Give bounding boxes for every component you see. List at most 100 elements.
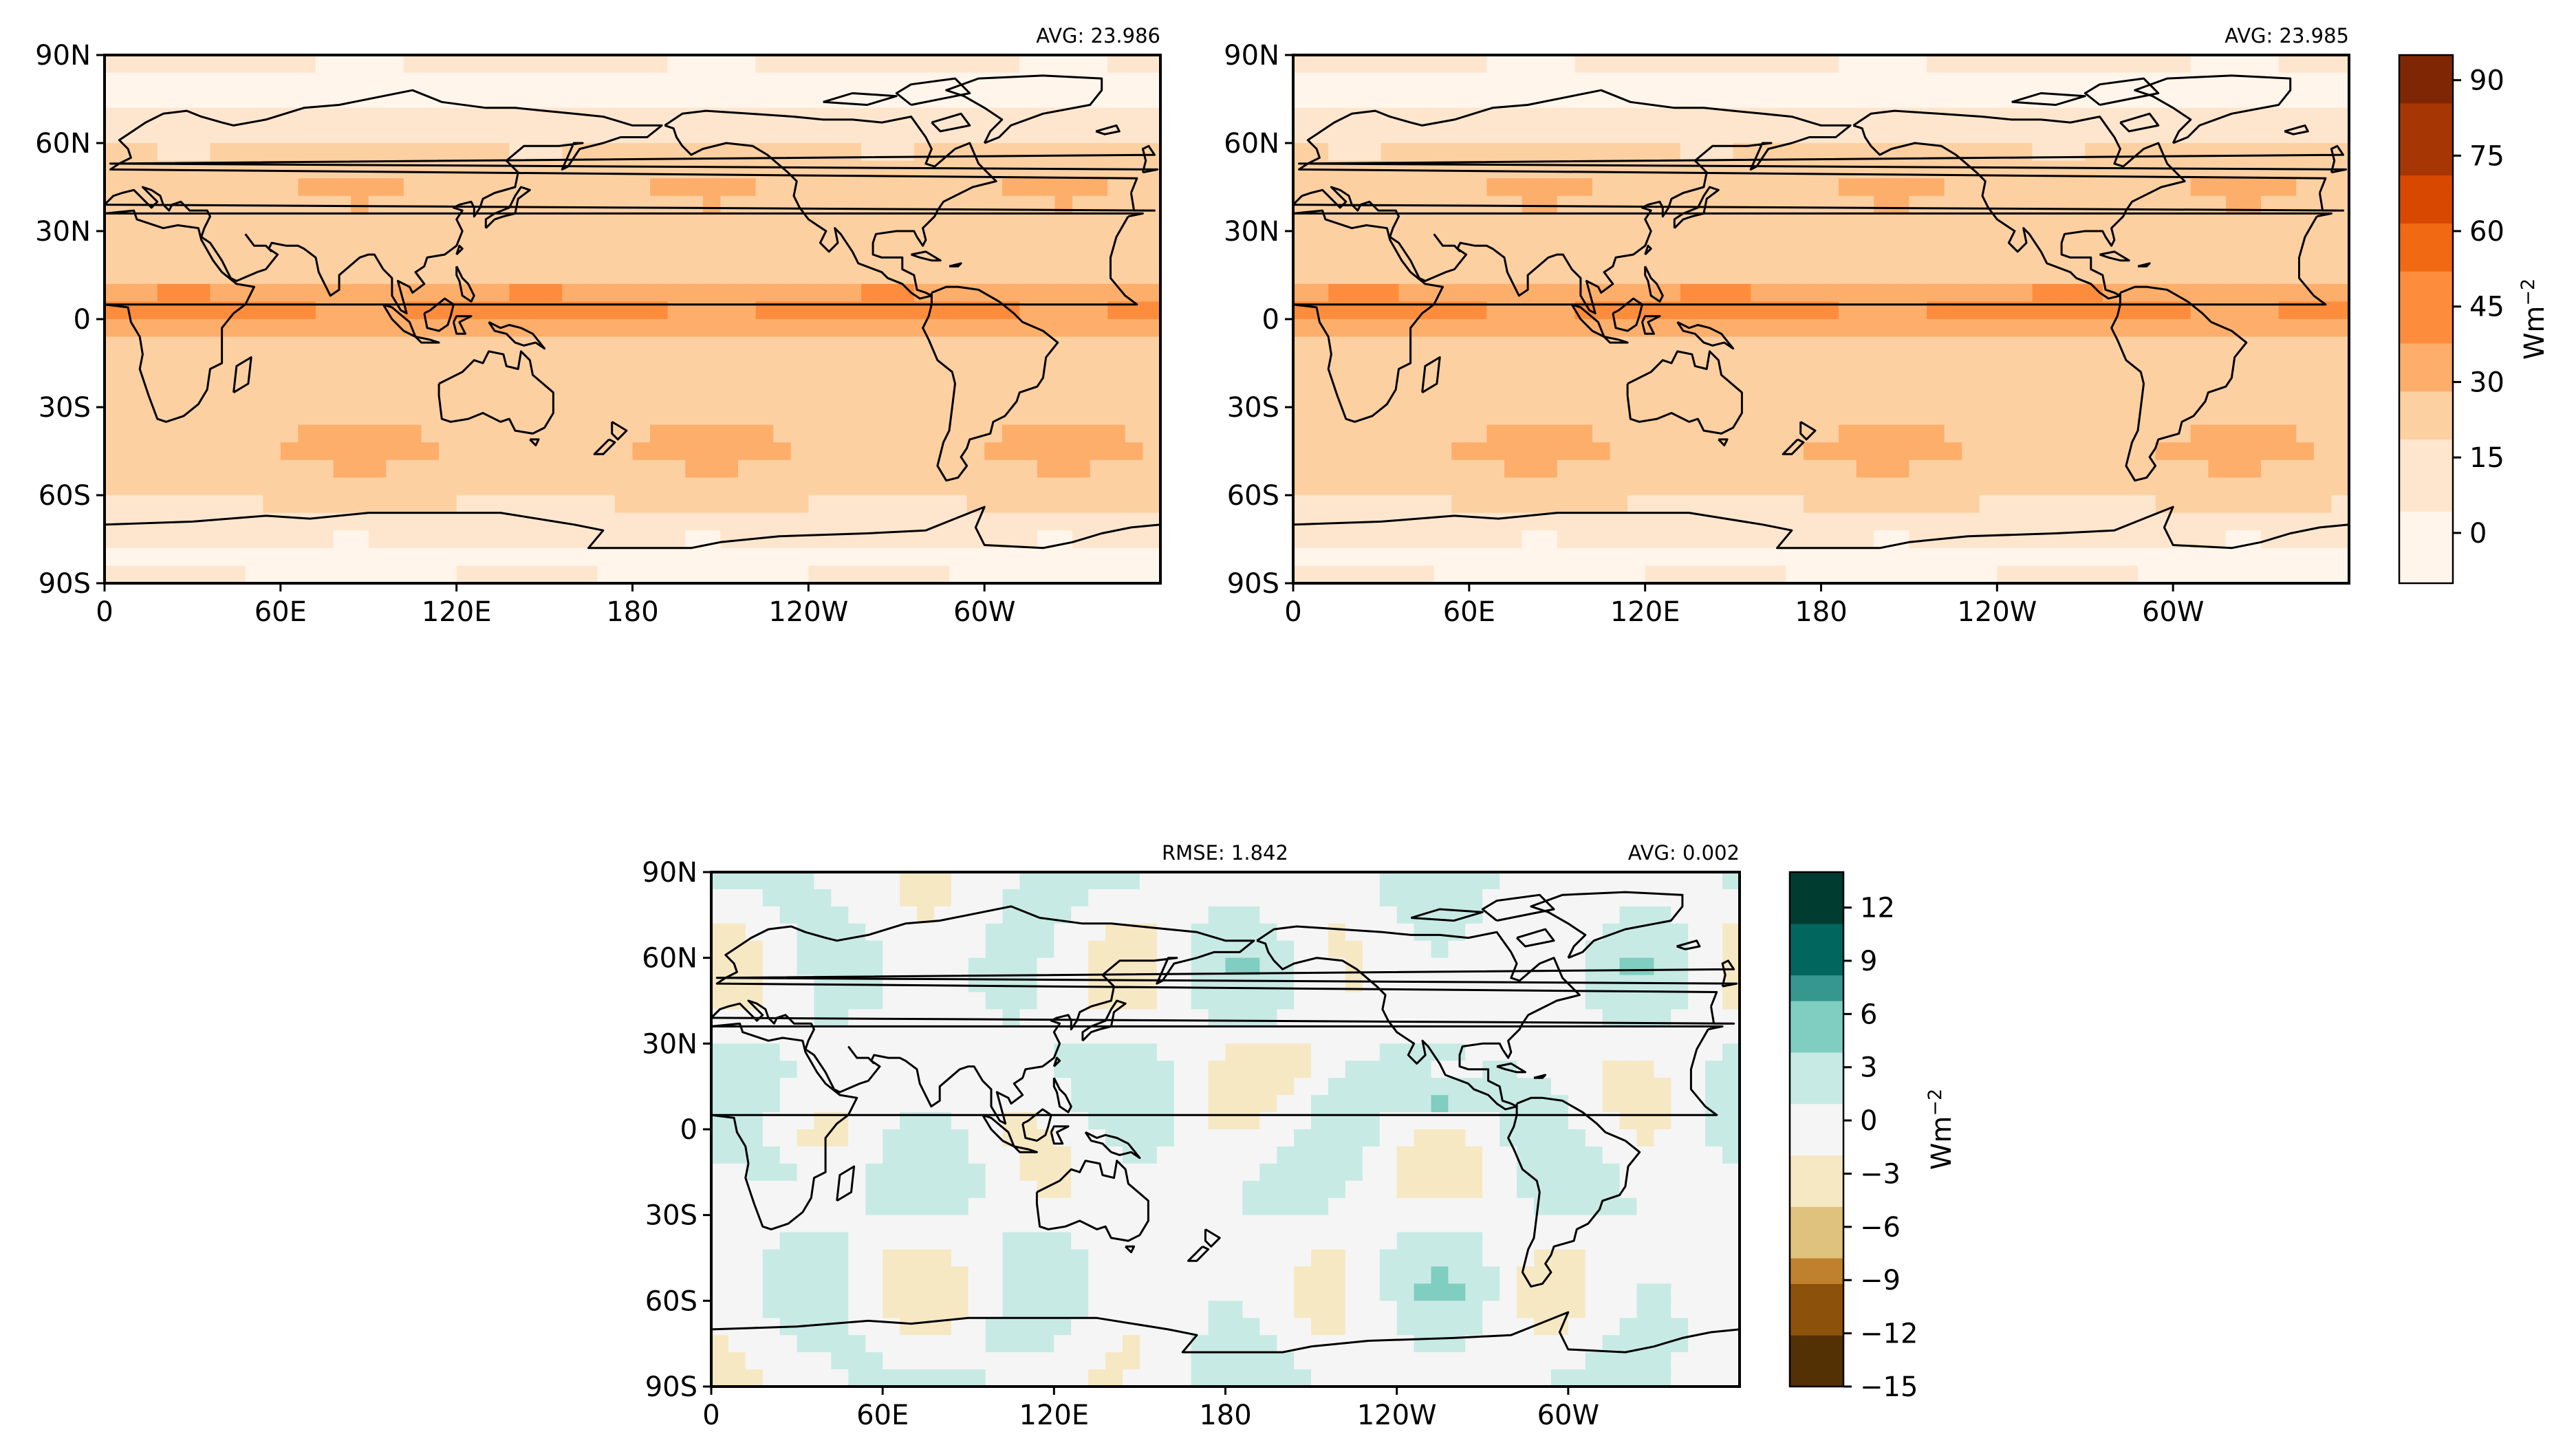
field-cell <box>122 283 140 302</box>
field-cell <box>2032 389 2050 408</box>
field-cell <box>1242 1215 1260 1233</box>
field-cell <box>933 1078 952 1096</box>
field-cell <box>1927 248 1945 267</box>
field-cell <box>1574 407 1593 426</box>
field-cell <box>263 213 281 232</box>
field-cell <box>1874 125 1892 144</box>
field-cell <box>439 477 457 496</box>
field-cell <box>1259 1026 1277 1044</box>
field-cell <box>1803 442 1822 461</box>
field-cell <box>1539 336 1558 355</box>
field-cell <box>2331 178 2350 197</box>
field-cell <box>1856 354 1874 373</box>
field-cell <box>474 565 493 584</box>
field-cell <box>632 90 651 109</box>
field-cell <box>1803 530 1822 549</box>
field-cell <box>1107 371 1126 390</box>
field-cell <box>896 178 915 197</box>
field-cell <box>597 336 616 355</box>
field-cell <box>1242 906 1260 924</box>
field-cell <box>1345 906 1363 924</box>
field-cell <box>1328 530 1347 549</box>
field-cell <box>1486 72 1505 91</box>
field-cell <box>122 213 140 232</box>
field-cell <box>1803 143 1822 162</box>
field-cell <box>1803 495 1822 514</box>
field-cell <box>140 547 158 566</box>
field-cell <box>966 389 985 408</box>
field-cell <box>1293 231 1312 250</box>
field-cell <box>1107 565 1126 584</box>
field-cell <box>2225 107 2244 126</box>
field-cell <box>1396 1095 1415 1113</box>
field-cell <box>210 319 228 338</box>
field-cell <box>2313 530 2333 549</box>
field-cell <box>1139 1009 1158 1027</box>
field-cell <box>228 248 246 267</box>
field-cell <box>2278 565 2297 584</box>
field-cell <box>368 565 387 584</box>
field-cell <box>1962 354 1980 373</box>
field-cell <box>1482 940 1500 959</box>
field-cell <box>1054 319 1073 338</box>
field-cell <box>1654 1163 1671 1182</box>
field-cell <box>1944 231 1962 250</box>
field-cell <box>210 424 228 443</box>
field-cell <box>702 547 722 566</box>
field-cell <box>1716 213 1734 232</box>
field-cell <box>1997 55 2015 74</box>
field-cell <box>1722 1163 1740 1182</box>
field-cell <box>280 371 299 390</box>
field-cell <box>544 530 563 549</box>
field-cell <box>1803 195 1822 214</box>
field-cell <box>298 125 316 144</box>
field-cell <box>1663 160 1681 179</box>
field-cell <box>562 495 581 514</box>
field-cell <box>1821 495 1839 514</box>
field-cell <box>1821 424 1839 443</box>
field-cell <box>1071 940 1089 959</box>
field-cell <box>333 231 351 250</box>
field-cell <box>1277 1129 1295 1147</box>
field-cell <box>421 55 440 74</box>
field-cell <box>614 195 634 214</box>
field-cell <box>1125 248 1144 267</box>
field-cell <box>1396 1197 1415 1216</box>
field-cell <box>175 459 193 478</box>
field-cell <box>1751 459 1769 478</box>
field-cell <box>931 547 950 566</box>
field-cell <box>1504 477 1523 496</box>
field-cell <box>1469 266 1488 285</box>
field-cell <box>685 477 704 496</box>
field-cell <box>1208 1129 1226 1147</box>
field-cell <box>1768 477 1786 496</box>
field-cell <box>1396 1061 1415 1078</box>
field-cell <box>2261 389 2280 408</box>
field-cell <box>1225 1061 1244 1078</box>
field-cell <box>738 266 757 285</box>
field-cell <box>762 1163 781 1182</box>
field-cell <box>245 565 263 584</box>
field-cell <box>632 336 651 355</box>
field-cell <box>2155 336 2174 355</box>
field-cell <box>2067 72 2086 91</box>
field-cell <box>2278 407 2297 426</box>
field-cell <box>1054 923 1072 942</box>
field-cell <box>1803 371 1822 390</box>
field-cell <box>2190 495 2209 514</box>
field-cell <box>720 195 739 214</box>
field-cell <box>1037 1026 1054 1044</box>
field-cell <box>878 495 897 514</box>
field-cell <box>1416 424 1435 443</box>
field-cell <box>848 1026 866 1044</box>
field-cell <box>1500 1078 1517 1096</box>
field-cell <box>1997 407 2015 426</box>
field-cell <box>351 459 369 478</box>
field-cell <box>1363 336 1382 355</box>
field-cell <box>1465 1163 1483 1182</box>
field-cell <box>280 266 299 285</box>
field-cell <box>474 178 493 197</box>
field-cell <box>1398 178 1417 197</box>
field-cell <box>685 283 704 302</box>
field-cell <box>861 195 880 214</box>
